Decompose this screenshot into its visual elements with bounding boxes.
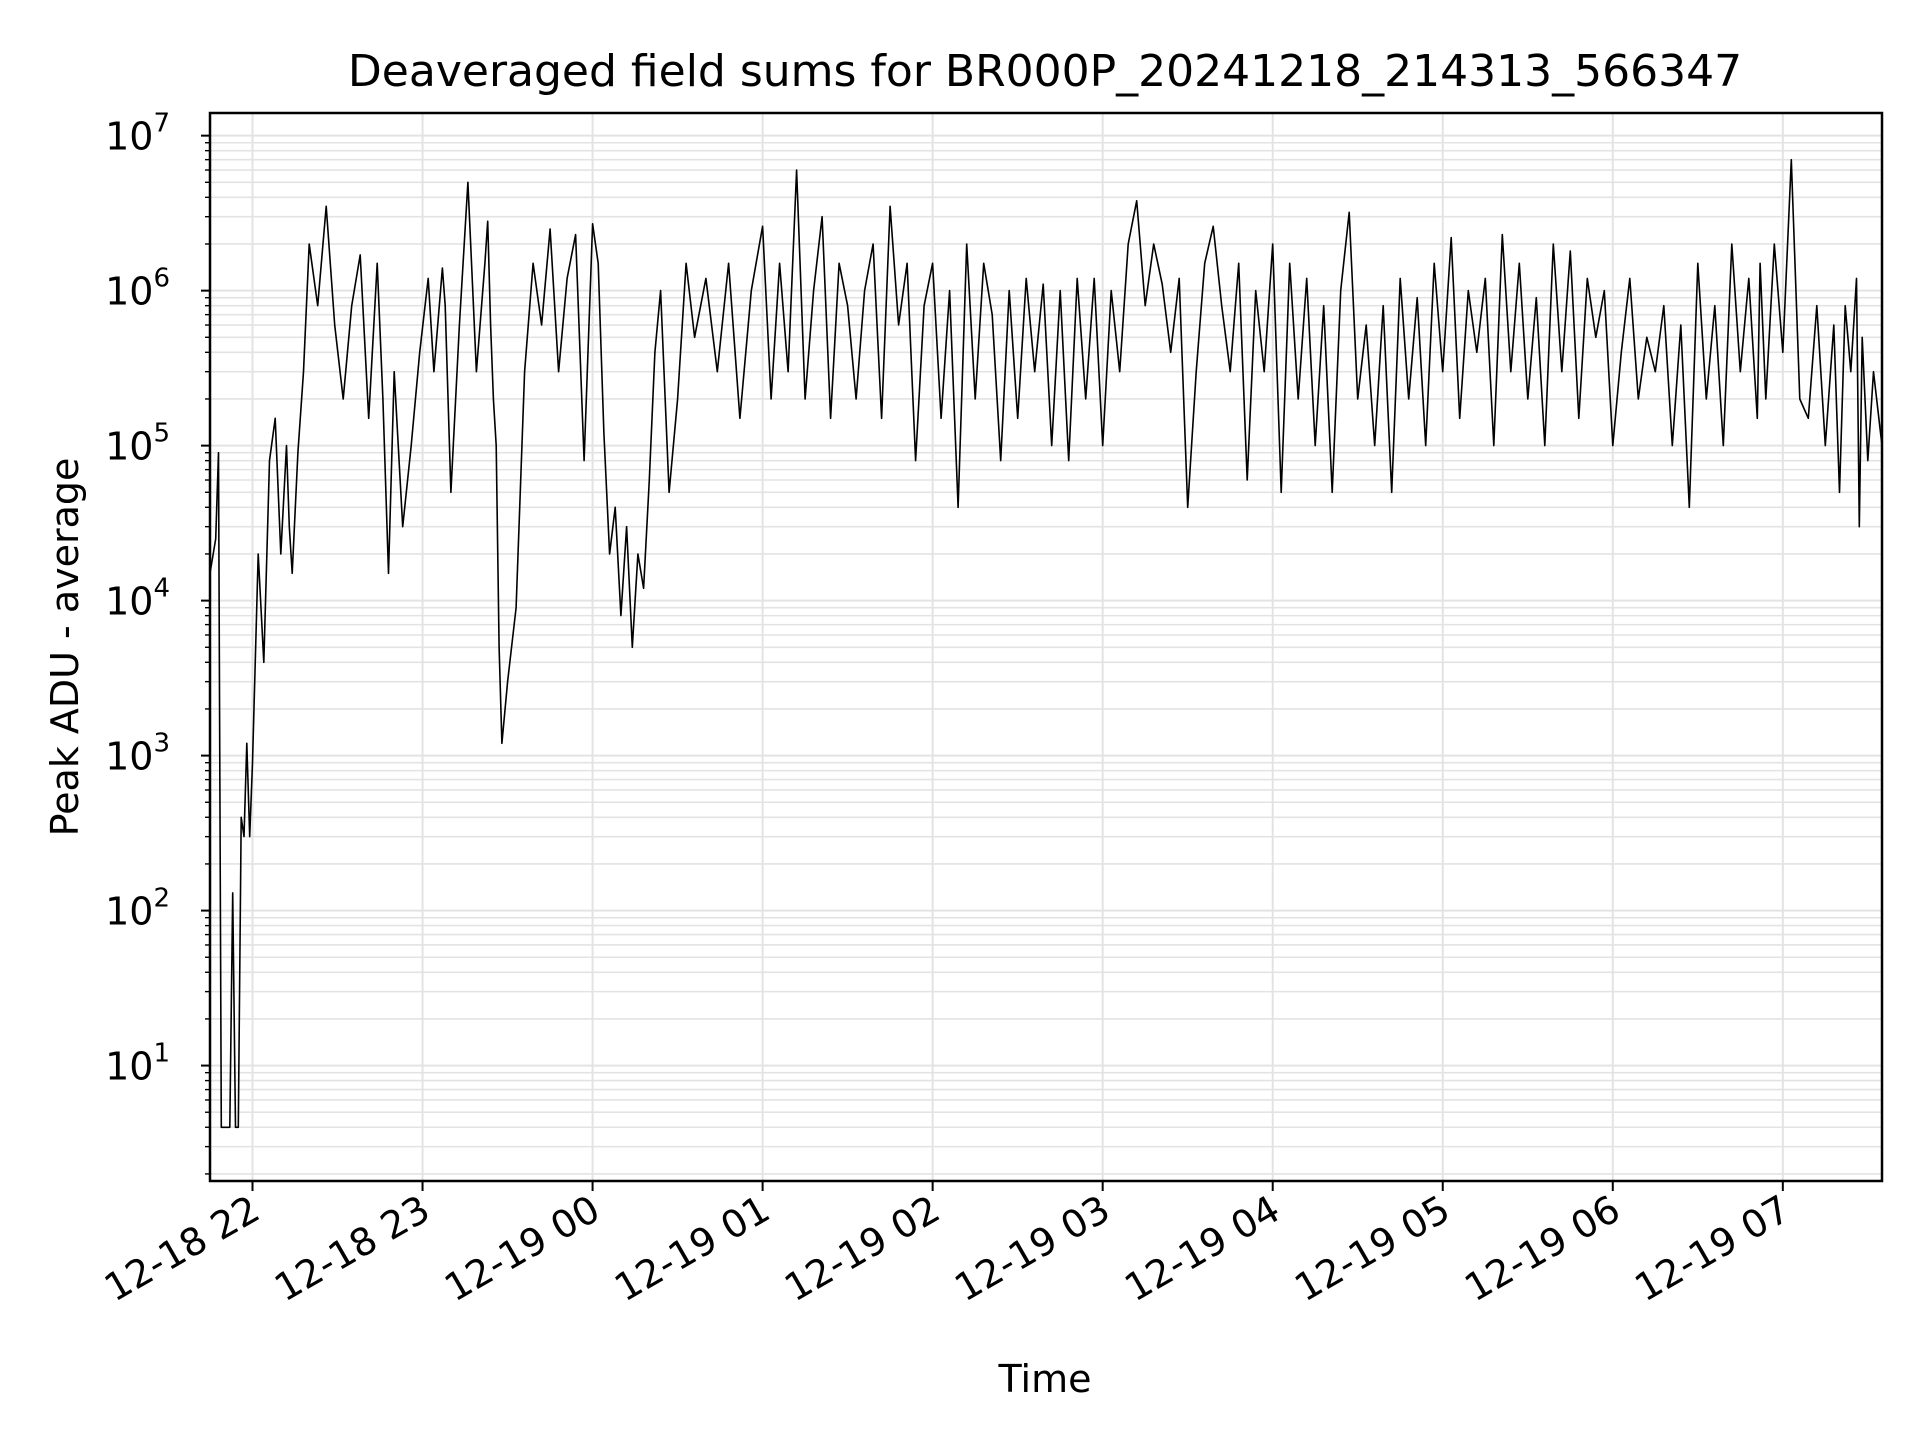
y-tick-label: 107	[105, 109, 170, 159]
y-tick-exponent: 5	[153, 419, 170, 449]
series-line-0	[209, 158, 1883, 1129]
y-tick-label: 106	[105, 264, 170, 314]
y-tick-base: 10	[105, 115, 153, 159]
y-tick-base: 10	[105, 425, 153, 469]
y-tick-base: 10	[105, 270, 153, 314]
y-tick-label: 102	[105, 884, 170, 934]
y-tick-label: 105	[105, 419, 170, 469]
y-tick-exponent: 4	[153, 574, 170, 604]
y-axis-label: Peak ADU - average	[43, 458, 87, 837]
y-tick-base: 10	[105, 580, 153, 624]
chart-title: Deaveraged field sums for BR000P_2024121…	[348, 46, 1742, 97]
x-axis-label: Time	[998, 1357, 1092, 1401]
y-tick-base: 10	[105, 735, 153, 779]
y-tick-exponent: 7	[153, 109, 170, 139]
y-tick-exponent: 2	[153, 884, 170, 914]
y-tick-base: 10	[105, 890, 153, 934]
y-tick-base: 10	[105, 1045, 153, 1089]
y-tick-label: 101	[105, 1039, 170, 1089]
y-tick-exponent: 1	[153, 1039, 170, 1069]
y-tick-label: 104	[105, 574, 170, 624]
plot-area	[209, 158, 1883, 1129]
y-tick-label: 103	[105, 729, 170, 779]
grid	[210, 113, 1882, 1181]
y-tick-exponent: 3	[153, 729, 170, 759]
y-tick-exponent: 6	[153, 264, 170, 294]
